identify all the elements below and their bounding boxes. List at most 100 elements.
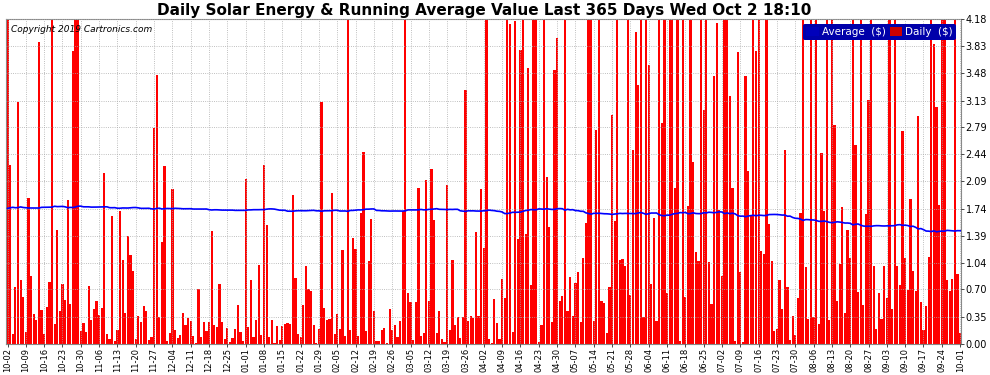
Bar xyxy=(708,262,710,344)
Bar xyxy=(329,318,331,344)
Bar xyxy=(821,153,823,344)
Bar xyxy=(601,301,603,344)
Bar xyxy=(749,215,751,344)
Bar xyxy=(512,332,514,344)
Bar xyxy=(854,145,856,344)
Bar xyxy=(297,334,299,344)
Bar xyxy=(200,336,202,344)
Bar xyxy=(606,333,608,344)
Bar xyxy=(792,316,794,344)
Bar xyxy=(367,261,370,344)
Bar xyxy=(789,340,791,344)
Bar xyxy=(528,68,530,344)
Bar xyxy=(150,337,152,344)
Bar xyxy=(294,278,297,344)
Bar xyxy=(394,325,396,344)
Bar xyxy=(331,193,334,344)
Bar xyxy=(127,236,129,344)
Bar xyxy=(948,291,950,344)
Bar xyxy=(467,321,469,344)
Bar xyxy=(25,332,27,344)
Bar xyxy=(163,166,165,344)
Bar xyxy=(904,258,906,344)
Bar xyxy=(875,329,877,344)
Bar xyxy=(425,180,428,344)
Bar xyxy=(289,324,291,344)
Bar xyxy=(292,195,294,344)
Bar xyxy=(273,343,275,344)
Bar xyxy=(488,339,490,344)
Bar xyxy=(46,307,48,344)
Bar xyxy=(357,336,359,344)
Bar xyxy=(959,333,961,344)
Bar xyxy=(917,116,920,344)
Bar xyxy=(318,328,320,344)
Bar xyxy=(668,0,671,344)
Bar xyxy=(755,51,757,344)
Bar xyxy=(213,325,216,344)
Bar xyxy=(737,53,739,344)
Bar xyxy=(378,341,380,344)
Bar xyxy=(888,0,891,344)
Bar xyxy=(517,239,519,344)
Bar xyxy=(423,333,425,344)
Bar xyxy=(90,320,92,344)
Bar xyxy=(234,329,237,344)
Bar xyxy=(20,280,22,344)
Bar xyxy=(441,339,444,344)
Bar xyxy=(270,320,273,344)
Bar xyxy=(284,324,286,344)
Bar xyxy=(640,0,642,344)
Bar xyxy=(111,216,113,344)
Bar xyxy=(342,250,344,344)
Bar xyxy=(61,284,63,344)
Bar xyxy=(915,291,917,344)
Bar xyxy=(158,317,160,344)
Bar xyxy=(652,218,655,344)
Bar xyxy=(697,261,700,344)
Bar xyxy=(195,343,197,344)
Bar xyxy=(265,225,267,344)
Bar xyxy=(823,211,825,344)
Bar xyxy=(762,254,765,344)
Bar xyxy=(415,302,417,344)
Bar xyxy=(248,327,249,344)
Bar xyxy=(326,320,328,344)
Bar xyxy=(380,330,383,344)
Bar xyxy=(268,337,270,344)
Bar xyxy=(548,227,550,344)
Bar xyxy=(920,302,922,344)
Bar xyxy=(153,128,155,344)
Bar xyxy=(849,258,851,344)
Bar xyxy=(229,342,231,344)
Bar xyxy=(716,23,718,344)
Bar xyxy=(635,32,637,344)
Bar xyxy=(541,325,543,344)
Bar xyxy=(278,340,281,344)
Bar xyxy=(119,211,121,344)
Bar xyxy=(252,338,254,344)
Bar xyxy=(650,284,652,344)
Bar xyxy=(69,304,71,344)
Bar xyxy=(802,6,804,344)
Bar xyxy=(907,290,909,344)
Bar xyxy=(30,276,33,344)
Bar xyxy=(370,219,372,344)
Bar xyxy=(359,213,362,344)
Bar xyxy=(726,0,729,344)
Bar xyxy=(943,0,945,344)
Bar xyxy=(684,297,686,344)
Bar xyxy=(143,306,145,344)
Bar xyxy=(72,51,74,344)
Bar xyxy=(878,293,880,344)
Bar xyxy=(383,328,385,344)
Title: Daily Solar Energy & Running Average Value Last 365 Days Wed Oct 2 18:10: Daily Solar Energy & Running Average Val… xyxy=(156,3,811,18)
Bar xyxy=(744,75,746,344)
Bar xyxy=(831,0,833,344)
Bar xyxy=(396,337,399,344)
Bar xyxy=(160,242,163,344)
Bar xyxy=(577,272,579,344)
Bar xyxy=(17,102,19,344)
Bar xyxy=(182,313,184,344)
Bar xyxy=(80,331,82,344)
